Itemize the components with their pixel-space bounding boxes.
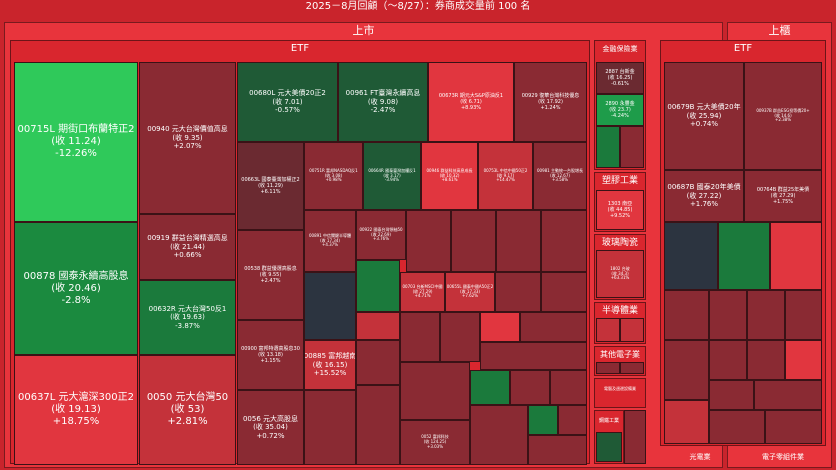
tile-2890[interactable]: 2890 永豐金 (收 23.7) -4.24%: [596, 94, 644, 126]
sector-plastic-label: 塑膠工業: [601, 176, 638, 186]
listed-market-label: 上市: [352, 24, 375, 37]
tile[interactable]: [664, 400, 709, 444]
tile-00751R[interactable]: 00751R 富邦NASDAQ反1 (收 3.08) +0.98%: [304, 142, 363, 210]
tile[interactable]: [304, 272, 356, 340]
tile[interactable]: [785, 290, 822, 340]
tile-00878[interactable]: 00878 國泰永續高股息 (收 20.46) -2.8%: [14, 222, 138, 355]
tile[interactable]: [528, 435, 587, 465]
tile-00687B[interactable]: 00687B 國泰20年美債 (收 27.22) +1.76%: [664, 170, 744, 222]
tile-00715L[interactable]: 00715L 期街口布蘭特正2 (收 11.24) -12.26%: [14, 62, 138, 222]
tile[interactable]: [356, 312, 400, 340]
tile-00538[interactable]: 00538 群益優選高股息 (收 9.55) +2.47%: [237, 230, 304, 320]
tile[interactable]: [356, 340, 400, 385]
tile[interactable]: [709, 340, 747, 380]
tile-00703[interactable]: 00703 台新MSCI中國 (收 27.29) +4.71%: [400, 272, 445, 312]
tile-00885[interactable]: 00885 富邦越南 (收 16.15) +15.52%: [304, 340, 356, 390]
tile[interactable]: [718, 222, 770, 290]
tile-2887[interactable]: 2887 台新金 (收 16.25) -0.61%: [596, 62, 644, 94]
tile-00919[interactable]: 00919 群益台灣精選高息 (收 21.44) +0.66%: [139, 214, 236, 280]
tile-00753L[interactable]: 00753L 中信中國50正2 (收 9.17) +14.47%: [478, 142, 533, 210]
tile-00673R[interactable]: 00673R 期元大S&P原油反1 (收 6.71) +8.93%: [428, 62, 514, 142]
tile-00981[interactable]: 00981 主動統一台股增長 (收 12.67) +3.58%: [533, 142, 587, 210]
tile[interactable]: [664, 290, 709, 340]
tile[interactable]: [747, 290, 785, 340]
tile[interactable]: [496, 210, 541, 272]
sector-steel-label: 鋼鐵工業: [598, 418, 619, 424]
tile[interactable]: [470, 405, 528, 465]
sector-other-elec-label: 其他電子業: [600, 350, 640, 359]
tile-00922[interactable]: 00922 國泰台灣領袖50 (收 22.69) +3.76%: [356, 210, 406, 260]
tile[interactable]: [596, 126, 620, 168]
sector-glass-label: 玻璃陶瓷: [601, 238, 638, 248]
tile[interactable]: [495, 272, 541, 312]
tile-00900[interactable]: 00900 富邦特選高股息30 (收 13.18) +1.15%: [237, 320, 304, 390]
tile[interactable]: [356, 385, 400, 465]
tile-00664R[interactable]: 00664R 國泰臺灣加權反1 (收 3.17) -3.94%: [363, 142, 421, 210]
sector-optoelec-label: 光電業: [689, 453, 711, 461]
tile[interactable]: [541, 210, 587, 272]
tile[interactable]: [440, 312, 480, 362]
tile[interactable]: [620, 362, 644, 374]
tile-00663L[interactable]: 00663L 國泰臺灣加權正2 (收 11.29) +6.11%: [237, 142, 304, 230]
tile-00937B[interactable]: 00937B 群益ESG投等債20+ (收 14.6) +2.38%: [744, 62, 822, 170]
tile[interactable]: [528, 405, 558, 435]
tile[interactable]: [709, 380, 754, 410]
tile-00940[interactable]: 00940 元大台灣價值高息 (收 9.35) +2.07%: [139, 62, 236, 214]
tile-00961[interactable]: 00961 FT臺灣永續高息 (收 9.08) -2.47%: [338, 62, 428, 142]
page-title: 2025－8月回顧（～8/27）：券商成交量前 100 名: [305, 1, 531, 12]
tile-0050[interactable]: 0050 元大台灣50 (收 53) +2.81%: [139, 355, 236, 465]
tile[interactable]: [709, 410, 765, 444]
tile[interactable]: [747, 340, 785, 380]
tile[interactable]: [356, 260, 400, 312]
tile-00764B[interactable]: 00764B 群益25年美債 (收 27.29) +1.75%: [744, 170, 822, 222]
tile[interactable]: [400, 312, 440, 362]
tile[interactable]: [664, 222, 718, 290]
tile-00891[interactable]: 00891 中信關鍵半導體 (收 17.34) +4.37%: [304, 210, 356, 272]
tile[interactable]: [596, 432, 622, 462]
tile-00632R[interactable]: 00632R 元大台灣50反1 (收 19.63) -3.87%: [139, 280, 236, 355]
sector-computer: 電腦及週邊設備業: [594, 378, 646, 408]
tile-00680L[interactable]: 00680L 元大美債20正2 (收 7.01) -0.57%: [237, 62, 338, 142]
sector-finance-label: 金融保險業: [602, 45, 638, 53]
tile-0052[interactable]: 0052 富邦科技 (收 124.25) +3.03%: [400, 420, 470, 465]
tile-00946[interactable]: 00946 群益科技高息成長 (收 10.32) +8.61%: [421, 142, 478, 210]
sector-etf-label: ETF: [290, 43, 310, 54]
tile[interactable]: [541, 272, 587, 312]
tile[interactable]: [709, 290, 747, 340]
tile-00679B[interactable]: 00679B 元大美債20年 (收 25.94) +0.74%: [664, 62, 744, 170]
tile[interactable]: [770, 222, 822, 290]
tile[interactable]: [765, 410, 822, 444]
tile[interactable]: [664, 340, 709, 400]
tile[interactable]: [596, 362, 620, 374]
tile-1802[interactable]: 1802 台玻 (收 34.3) +63.31%: [596, 250, 644, 298]
tile[interactable]: [470, 370, 510, 405]
sector-electronic-parts-label: 電子零組件業: [762, 453, 804, 461]
tile[interactable]: [620, 126, 644, 168]
tile[interactable]: [480, 312, 520, 342]
sector-computer-label: 電腦及週邊設備業: [604, 386, 636, 391]
tile-0056[interactable]: 0056 元大高股息 (收 35.04) +0.72%: [237, 390, 304, 465]
tile[interactable]: [406, 210, 451, 272]
tile[interactable]: [754, 380, 822, 410]
tile[interactable]: [596, 318, 620, 342]
tile[interactable]: [624, 410, 646, 464]
tile[interactable]: [785, 340, 822, 380]
tile[interactable]: [620, 318, 644, 342]
tile[interactable]: [304, 390, 356, 465]
otc-market-label: 上櫃: [768, 24, 791, 37]
tile[interactable]: [400, 362, 470, 420]
sector-otc-etf-label: ETF: [733, 43, 753, 54]
tile[interactable]: [550, 370, 587, 405]
tile-1303[interactable]: 1303 南亞 (收 44.85) +9.52%: [596, 190, 644, 230]
tile[interactable]: [480, 342, 587, 370]
sector-semi-label: 半導體業: [601, 306, 638, 316]
tile-00637L[interactable]: 00637L 元大滬深300正2 (收 19.13) +18.75%: [14, 355, 138, 465]
tile[interactable]: [510, 370, 550, 405]
tile-00655L[interactable]: 00655L 國泰中國A50正2 (收 17.33) +7.62%: [445, 272, 495, 312]
tile[interactable]: [558, 405, 587, 435]
tile[interactable]: [520, 312, 587, 342]
tile-00929[interactable]: 00929 復華台灣科技優息 (收 17.92) +1.24%: [514, 62, 587, 142]
tile[interactable]: [451, 210, 496, 272]
